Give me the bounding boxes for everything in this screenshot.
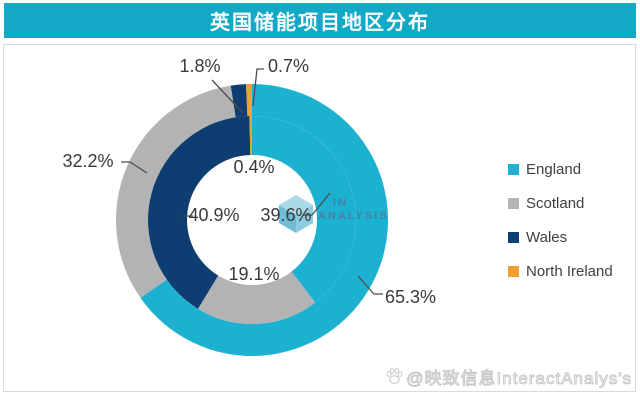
donut-slice-inner-ring-england[interactable] [252, 116, 357, 303]
legend-item-england[interactable]: England [508, 157, 613, 181]
legend: England Scotland Wales North Ireland [508, 157, 613, 293]
donut-slice-inner-ring-north-ireland[interactable] [249, 116, 252, 156]
chart-title: 英国储能项目地区分布 [210, 12, 430, 34]
paw-icon [386, 368, 403, 384]
pie-label-outer-ring-scotland: 32.2% [62, 151, 113, 171]
legend-label-scotland: Scotland [526, 194, 585, 212]
donut-slice-inner-ring-wales[interactable] [147, 116, 251, 309]
donut-slice-outer-ring-north-ireland[interactable] [246, 84, 252, 117]
legend-item-scotland[interactable]: Scotland [508, 191, 613, 215]
legend-swatch-wales [508, 231, 519, 243]
leader-line-outer-ring-scotland [121, 161, 148, 174]
leader-line-outer-ring-north-ireland [252, 68, 264, 107]
donut-slice-inner-ring-scotland[interactable] [197, 271, 316, 324]
pie-label-outer-ring-wales: 1.8% [179, 56, 220, 76]
legend-label-north-ireland: North Ireland [526, 262, 613, 280]
legend-swatch-north-ireland [508, 265, 519, 277]
legend-item-wales[interactable]: Wales [508, 225, 613, 249]
donut-slice-outer-ring-wales[interactable] [230, 84, 248, 118]
legend-swatch-scotland [508, 197, 519, 209]
leader-line-inner-ring-england [303, 192, 331, 216]
platform-watermark: @映致信息InteractAnalys's [385, 364, 632, 389]
chart-title-bar: 英国储能项目地区分布 [4, 3, 636, 38]
platform-watermark-text: @映致信息InteractAnalys's [406, 369, 632, 389]
leader-line-outer-ring-england [357, 275, 383, 295]
legend-swatch-england [508, 163, 519, 175]
pie-label-inner-ring-england: 39.6% [260, 205, 311, 225]
logo-text-line2: ANALYSIS [318, 210, 389, 222]
legend-label-wales: Wales [526, 228, 568, 246]
logo-text-line1: IN [333, 197, 348, 209]
legend-label-england: England [526, 160, 582, 178]
donut-slices [115, 84, 388, 356]
pie-label-inner-ring-scotland: 19.1% [228, 264, 279, 284]
pie-label-outer-ring-england: 65.3% [385, 287, 436, 307]
leader-line-outer-ring-wales [211, 79, 244, 114]
donut-slice-outer-ring-scotland[interactable] [115, 85, 236, 298]
pie-label-inner-ring-wales: 40.9% [188, 205, 239, 225]
pie-label-outer-ring-north-ireland: 0.7% [268, 56, 309, 76]
donut-labels: 65.3% 32.2% 1.8% 0.7% 39.6% 19.1% 40.9% 0.4% [62, 56, 436, 307]
legend-item-north-ireland[interactable]: North Ireland [508, 259, 613, 283]
pie-label-inner-ring-north-ireland: 0.4% [233, 157, 274, 177]
